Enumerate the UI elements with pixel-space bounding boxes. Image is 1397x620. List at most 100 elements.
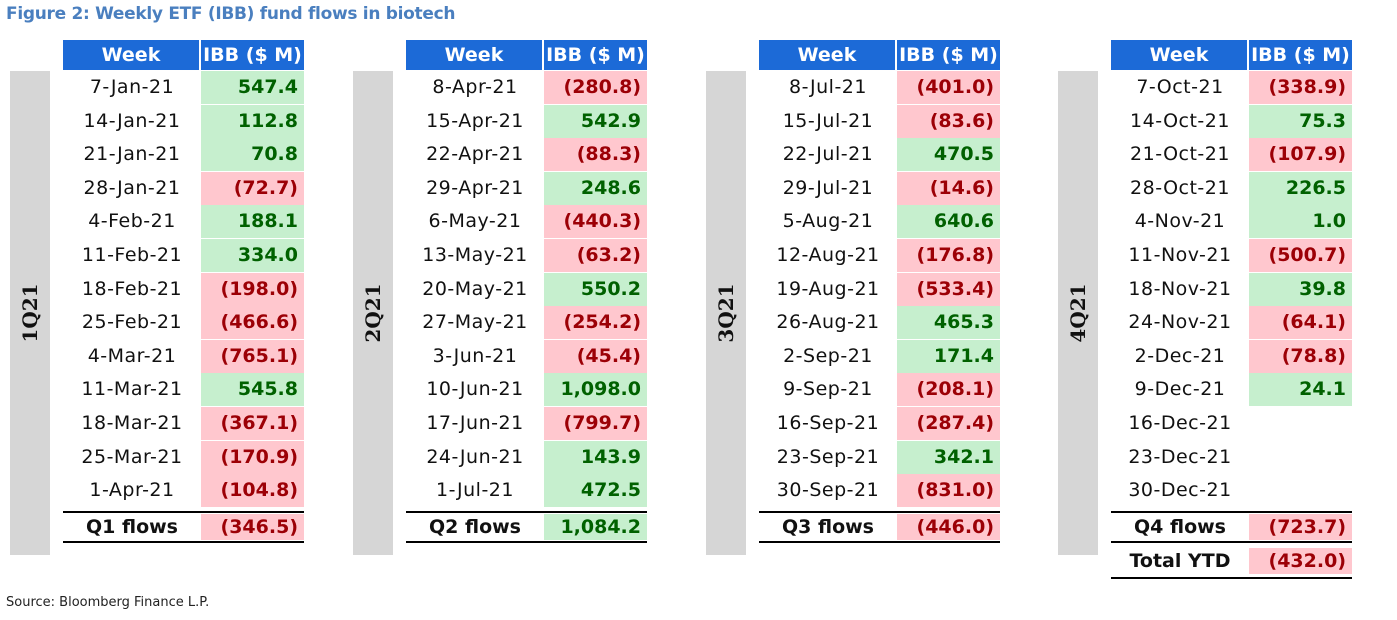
header-ibb: IBB ($ M) xyxy=(201,40,304,70)
flow-value: 542.9 xyxy=(544,104,647,138)
table-row: 9-Dec-21 24.1 xyxy=(1058,373,1352,407)
table-row: 4-Feb-21 188.1 xyxy=(10,205,304,239)
week-date: 15-Apr-21 xyxy=(426,109,524,132)
flow-value: 472.5 xyxy=(544,474,647,508)
table-row: 19-Aug-21 (533.4) xyxy=(706,272,1000,306)
flow-value: 545.8 xyxy=(201,373,304,407)
week-date: 12-Aug-21 xyxy=(776,244,880,266)
table-row: 25-Mar-21 (170.9) xyxy=(10,440,304,474)
quarter-table-1q21: Week Ending IBB ($ M) 1Q21 7-Jan-21 547.4 14-… xyxy=(10,40,304,560)
week-date: 27-May-21 xyxy=(422,311,528,334)
table-row: 18-Nov-21 39.8 xyxy=(1058,272,1352,306)
quarter-total-label: Q2 flows xyxy=(429,515,521,538)
figure-title: Figure 2: Weekly ETF (IBB) fund flows in… xyxy=(6,4,456,24)
week-date: 30-Dec-21 xyxy=(1128,479,1232,502)
table-row: 3-Jun-21 (45.4) xyxy=(353,339,647,373)
flow-value: (72.7) xyxy=(201,171,304,205)
week-date: 23-Sep-21 xyxy=(776,445,880,468)
week-date: 2-Sep-21 xyxy=(783,344,873,367)
week-date: 28-Oct-21 xyxy=(1130,176,1230,199)
week-date: 9-Sep-21 xyxy=(783,378,873,401)
table-row: 7-Oct-21 (338.9) xyxy=(1058,71,1352,104)
table-row: 29-Apr-21 248.6 xyxy=(353,171,647,205)
flow-value: (78.8) xyxy=(1249,339,1352,373)
week-date: 22-Jul-21 xyxy=(782,143,874,166)
flow-value: (440.3) xyxy=(544,205,647,239)
flow-value: 550.2 xyxy=(544,272,647,306)
header-week-ending: Week Ending xyxy=(1111,40,1247,96)
table-row: 1-Jul-21 472.5 xyxy=(353,474,647,508)
table-row: 22-Apr-21 (88.3) xyxy=(353,138,647,172)
ytd-label: Total YTD xyxy=(1129,549,1231,572)
week-date: 21-Jan-21 xyxy=(83,143,181,166)
flow-value: (198.0) xyxy=(201,272,304,306)
flow-value: 188.1 xyxy=(201,205,304,239)
week-date: 6-May-21 xyxy=(428,210,522,233)
flow-value: 248.6 xyxy=(544,171,647,205)
week-date: 10-Jun-21 xyxy=(426,378,524,401)
header-ibb: IBB ($ M) xyxy=(544,40,647,70)
week-date: 1-Jul-21 xyxy=(436,479,514,502)
table-row: 20-May-21 550.2 xyxy=(353,272,647,306)
week-date: 24-Jun-21 xyxy=(426,445,524,468)
week-date: 16-Dec-21 xyxy=(1128,412,1232,434)
week-date: 19-Aug-21 xyxy=(776,277,880,300)
week-date: 1-Apr-21 xyxy=(89,479,175,502)
flow-value: (176.8) xyxy=(897,239,1000,272)
week-date: 23-Dec-21 xyxy=(1128,445,1232,468)
header-ibb: IBB ($ M) xyxy=(897,40,1000,70)
week-date: 18-Feb-21 xyxy=(81,277,183,300)
flow-value: (287.4) xyxy=(897,407,1000,440)
quarter-label-tab: 4Q21 xyxy=(1058,71,1098,555)
week-date: 11-Nov-21 xyxy=(1128,244,1232,266)
table-row: 27-May-21 (254.2) xyxy=(353,306,647,340)
table-row: 11-Mar-21 545.8 xyxy=(10,373,304,407)
week-date: 15-Jul-21 xyxy=(782,109,874,132)
week-date: 11-Feb-21 xyxy=(81,244,183,266)
flow-value: (64.1) xyxy=(1249,306,1352,340)
flow-value: (799.7) xyxy=(544,407,647,440)
quarter-label-tab: 1Q21 xyxy=(10,71,50,555)
week-date: 14-Oct-21 xyxy=(1130,109,1230,132)
table-row: 24-Jun-21 143.9 xyxy=(353,440,647,474)
flow-value: 39.8 xyxy=(1249,272,1352,306)
table-row: 16-Dec-21 xyxy=(1058,407,1352,440)
week-date: 25-Mar-21 xyxy=(81,445,183,468)
flow-value: 547.4 xyxy=(201,71,304,104)
table-row: 5-Aug-21 640.6 xyxy=(706,205,1000,239)
flow-value: (254.2) xyxy=(544,306,647,340)
table-row: 15-Jul-21 (83.6) xyxy=(706,104,1000,138)
flow-value: (533.4) xyxy=(897,272,1000,306)
week-date: 16-Sep-21 xyxy=(776,412,880,434)
flow-value: (107.9) xyxy=(1249,138,1352,172)
week-date: 4-Feb-21 xyxy=(88,210,176,233)
week-date: 18-Nov-21 xyxy=(1128,277,1232,300)
week-date: 22-Apr-21 xyxy=(426,143,524,166)
table-row: 8-Jul-21 (401.0) xyxy=(706,71,1000,104)
header-week-ending: Week Ending xyxy=(63,40,199,96)
table-row: 12-Aug-21 (176.8) xyxy=(706,239,1000,272)
table-row: 25-Feb-21 (466.6) xyxy=(10,306,304,340)
flow-value: (45.4) xyxy=(544,339,647,373)
header-week-ending: Week Ending xyxy=(759,40,895,96)
table-row: 11-Nov-21 (500.7) xyxy=(1058,239,1352,272)
week-date: 14-Jan-21 xyxy=(83,109,181,132)
week-date: 4-Nov-21 xyxy=(1134,210,1226,233)
table-row: 10-Jun-21 1,098.0 xyxy=(353,373,647,407)
table-row: 18-Mar-21 (367.1) xyxy=(10,407,304,440)
table-row: 30-Sep-21 (831.0) xyxy=(706,474,1000,508)
quarter-table-4q21: Week Ending IBB ($ M) 4Q21 7-Oct-21 (338.9) 1… xyxy=(1058,40,1352,579)
table-row: 28-Jan-21 (72.7) xyxy=(10,171,304,205)
quarter-total-value: (723.7) xyxy=(1249,513,1352,540)
week-date: 11-Mar-21 xyxy=(81,378,183,401)
week-date: 29-Apr-21 xyxy=(426,176,524,199)
table-row: 2-Dec-21 (78.8) xyxy=(1058,339,1352,373)
flow-value: (831.0) xyxy=(897,474,1000,508)
week-date: 4-Mar-21 xyxy=(87,344,177,367)
quarter-label-tab: 2Q21 xyxy=(353,71,393,555)
quarter-table-3q21: Week Ending IBB ($ M) 3Q21 8-Jul-21 (401.0) 1… xyxy=(706,40,1000,560)
week-date: 21-Oct-21 xyxy=(1130,143,1230,166)
table-row: 1-Apr-21 (104.8) xyxy=(10,474,304,508)
table-row: 7-Jan-21 547.4 xyxy=(10,71,304,104)
flow-value: (83.6) xyxy=(897,104,1000,138)
